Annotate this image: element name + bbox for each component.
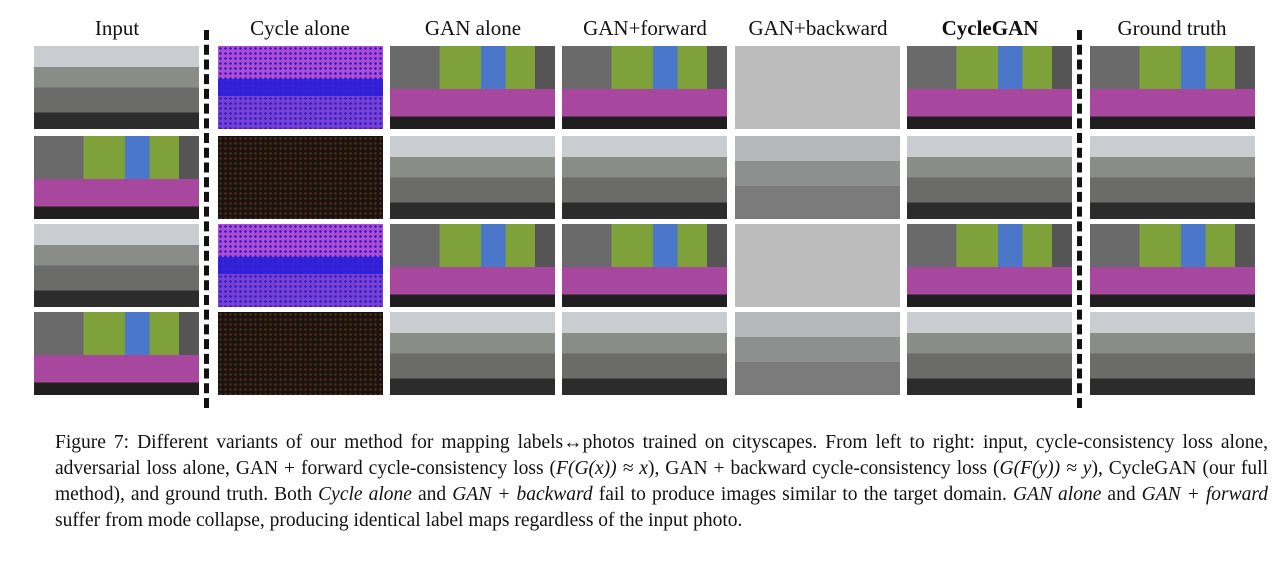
dashed-divider-right <box>1077 30 1082 408</box>
caption-text: ), GAN + backward cycle-consistency loss… <box>647 458 1000 479</box>
figure-caption: Figure 7: Different variants of our meth… <box>55 430 1268 534</box>
header-gan-forward: GAN+forward <box>583 16 707 40</box>
image-gan-forward-row-1 <box>562 46 727 129</box>
image-ground-truth-row-2 <box>1090 136 1255 219</box>
image-cyclegan-row-2 <box>907 136 1072 219</box>
image-cycle-alone-row-2 <box>218 136 383 219</box>
header-input: Input <box>94 16 140 40</box>
caption-math-backward: G(F(y)) ≈ y <box>999 458 1092 479</box>
caption-math-forward: F(G(x)) ≈ x <box>556 458 648 479</box>
image-ground-truth-row-4 <box>1090 312 1255 395</box>
header-cyclegan: CycleGAN <box>941 16 1039 40</box>
image-input-row-4 <box>34 312 199 395</box>
image-gan-backward-row-3 <box>735 224 900 307</box>
image-gan-alone-row-1 <box>390 46 555 129</box>
image-cycle-alone-row-3 <box>218 224 383 307</box>
image-gan-backward-row-1 <box>735 46 900 129</box>
caption-text: ), CycleGAN (our full method), and groun… <box>55 458 1268 505</box>
caption-text: and <box>411 484 453 505</box>
image-gan-alone-row-3 <box>390 224 555 307</box>
image-gan-alone-row-2 <box>390 136 555 219</box>
caption-text: suffer from mode collapse, producing ide… <box>55 510 743 531</box>
header-gan-alone: GAN alone <box>424 16 522 40</box>
caption-emph: GAN + forward <box>1141 484 1269 505</box>
image-input-row-3 <box>34 224 199 307</box>
image-gan-backward-row-2 <box>735 136 900 219</box>
image-input-row-1 <box>34 46 199 129</box>
caption-emph: GAN + backward <box>452 484 593 505</box>
image-gan-backward-row-4 <box>735 312 900 395</box>
image-cycle-alone-row-4 <box>218 312 383 395</box>
image-cyclegan-row-4 <box>907 312 1072 395</box>
image-gan-forward-row-3 <box>562 224 727 307</box>
caption-text: Figure 7: Different variants of our meth… <box>55 432 1268 479</box>
image-cyclegan-row-1 <box>907 46 1072 129</box>
header-ground-truth: Ground truth <box>1117 16 1227 40</box>
image-ground-truth-row-3 <box>1090 224 1255 307</box>
image-gan-forward-row-2 <box>562 136 727 219</box>
image-gan-forward-row-4 <box>562 312 727 395</box>
header-cycle-alone: Cycle alone <box>250 16 350 40</box>
caption-text: fail to produce images similar to the ta… <box>592 484 1013 505</box>
caption-emph: Cycle alone <box>318 484 412 505</box>
dashed-divider-left <box>204 30 209 408</box>
image-cycle-alone-row-1 <box>218 46 383 129</box>
image-input-row-2 <box>34 136 199 219</box>
image-gan-alone-row-4 <box>390 312 555 395</box>
image-ground-truth-row-1 <box>1090 46 1255 129</box>
image-cyclegan-row-3 <box>907 224 1072 307</box>
caption-emph: GAN alone <box>1012 484 1102 505</box>
caption-text: and <box>1101 484 1142 505</box>
header-gan-backward: GAN+backward <box>748 16 888 40</box>
